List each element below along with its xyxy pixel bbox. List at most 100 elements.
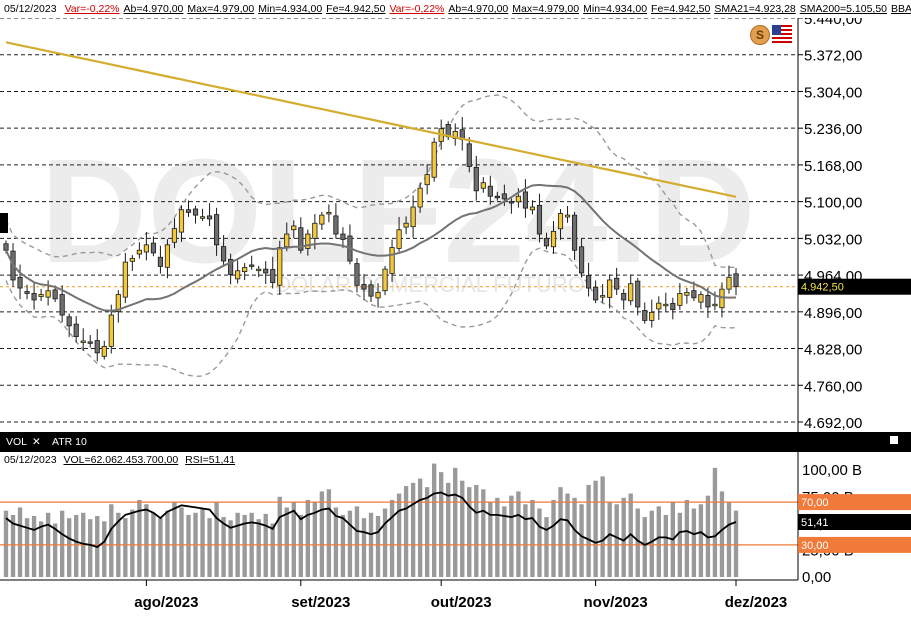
rsi-lower-label: 30,00 [801,540,829,552]
price-tick-label: 4.896,00 [804,305,862,322]
candle-body [733,273,739,288]
candle-body [192,208,199,216]
volume-bar [537,508,542,577]
volume-bar [551,499,556,577]
volume-bar [228,520,233,577]
candle-body [115,294,121,313]
chart-header: 05/12/2023 Var=-0,22% Ab=4.970,00 Max=4.979… [0,0,911,18]
volume-bar [333,507,339,577]
header-stat: Min=4.934,00 [258,3,323,15]
candle-body [24,291,30,294]
candle-body [3,243,9,251]
tab-atr[interactable]: ATR 10 [52,436,87,448]
volume-bar [600,476,605,577]
volume-bar [495,497,500,577]
candle-body [684,291,690,296]
candle-body [593,286,599,301]
candle-body [31,293,37,301]
bband-lower [5,247,736,378]
candle-body [522,191,528,209]
candle-body [101,345,107,357]
candle-body [529,206,536,211]
candle-body [670,302,676,311]
header-stat: Max=4.979,00 [187,3,255,15]
candle-body [199,216,206,219]
volume-bar [656,506,661,577]
candle-body [501,193,507,200]
volume-bar [719,491,725,577]
price-panel-bg [0,18,911,432]
price-tick-label: 5.032,00 [804,231,862,248]
candle-body [473,166,479,192]
panel-close-icon[interactable] [890,436,898,444]
candle-body [284,233,290,248]
candle-body [326,212,332,215]
bband-upper [5,94,736,268]
volume-bar [474,484,479,577]
candle-body [705,294,711,308]
candle-body [389,247,395,274]
header-stat: Var=-0,22% [64,3,120,15]
candle-body [466,143,472,167]
candle-body [487,185,493,197]
header-stat: Var=-0,22% [389,3,445,15]
candle-body [677,293,683,306]
volume-bar [509,495,514,577]
volume-bar [523,504,528,577]
volume-bar [460,480,465,577]
candle-body [305,233,311,249]
candle-body [494,195,500,199]
vol-readout: VOL=62.062.453.700,00 [63,454,179,466]
currency-coin-icon[interactable]: S [750,25,770,45]
candle-body [45,290,51,298]
candle-body [417,187,423,208]
volume-bar [291,502,296,577]
tab-vol[interactable]: VOL [6,436,28,448]
candle-body [663,303,669,307]
rsi-upper-label-box [798,494,911,511]
candle-body [579,246,585,274]
volume-bar [172,502,177,577]
candle-body [270,269,276,284]
volume-bar [663,514,668,577]
volume-bar [516,491,521,577]
candle-body [396,229,402,249]
candle-body [424,174,430,186]
header-date: 05/12/2023 [4,3,57,15]
candle-body [656,302,662,310]
volume-bar [109,504,114,577]
candle-body [263,268,269,274]
volume-bar [586,484,591,577]
close-icon[interactable]: ✕ [32,436,41,448]
volume-bar [102,521,107,577]
candle-body [403,222,409,228]
candle-body [277,247,283,286]
volume-bar [649,510,654,577]
header-stat: Ab=4.970,00 [123,3,184,15]
volume-bar [221,517,226,577]
price-tick-label: 5.168,00 [804,158,862,175]
time-tick-label: set/2023 [291,594,350,611]
volume-bar [31,516,37,577]
candle-body [129,257,135,262]
candle-body [150,242,156,254]
volume-bar [137,499,142,577]
candle-body [221,246,227,262]
candle-body [228,258,234,275]
volume-bar [354,506,360,577]
volume-bar [424,487,430,577]
header-stat: SMA200=5.105,50 [799,3,888,15]
candle-body [214,214,220,246]
candle-body [600,295,606,298]
candle-body [571,214,578,251]
volume-bar [66,518,72,577]
us-flag-icon[interactable] [772,25,792,45]
candle-body [249,264,255,267]
candle-body [642,310,648,321]
candle-body [361,284,367,290]
candle-body [508,201,514,204]
volume-bar [242,514,247,577]
candle-body [38,294,44,297]
volume-bar [530,499,535,577]
